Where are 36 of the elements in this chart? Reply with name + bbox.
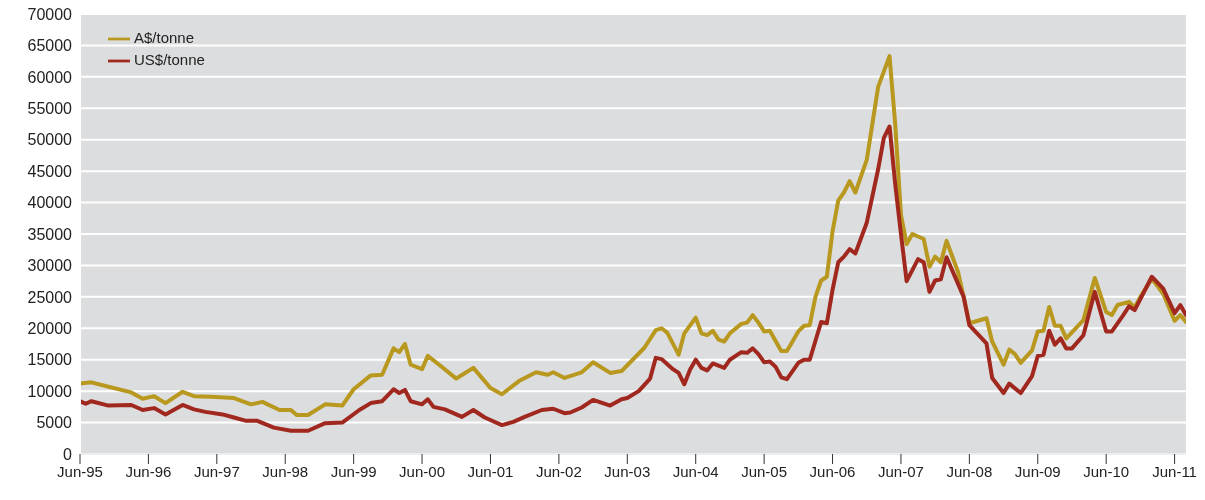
x-tick-label: Jun-08 (946, 462, 993, 480)
x-tick-label: Jun-99 (330, 462, 377, 480)
y-tick-label: 40000 (27, 194, 73, 212)
x-tick-label: Jun-02 (535, 462, 582, 480)
y-tick-label: 30000 (27, 257, 73, 275)
y-tick-label: 50000 (27, 131, 73, 149)
x-tick-label: Jun-05 (741, 462, 788, 480)
y-tick-label: 65000 (27, 37, 73, 55)
line-series (80, 124, 1186, 433)
x-tick-label: Jun-97 (193, 462, 240, 480)
x-tick-label: Jun-03 (604, 462, 651, 480)
legend-label: US$/tonne (134, 51, 205, 69)
y-tick-label: 35000 (27, 225, 73, 243)
y-tick-label: 0 (63, 445, 73, 463)
x-tick-label: Jun-09 (1014, 462, 1061, 480)
x-tick-label: Jun-06 (809, 462, 856, 480)
line-series (80, 54, 1186, 418)
y-tick-label: 60000 (27, 68, 73, 86)
y-tick-label: 5000 (36, 414, 73, 432)
x-tick-label: Jun-95 (57, 462, 103, 480)
y-tick-label: 20000 (27, 319, 73, 337)
y-tick-label: 70000 (27, 5, 73, 23)
x-tick-label: Jun-00 (399, 462, 445, 480)
y-tick-label: 25000 (27, 288, 73, 306)
x-tick-label: Jun-10 (1083, 462, 1130, 480)
y-tick-label: 10000 (27, 382, 73, 400)
y-tick-label: 45000 (27, 162, 73, 180)
x-tick-label: Jun-11 (1152, 462, 1197, 480)
legend-label: A$/tonne (134, 29, 195, 47)
y-tick-label: 55000 (27, 99, 73, 117)
y-tick-label: 15000 (27, 351, 73, 369)
x-tick-label: Jun-07 (878, 462, 924, 480)
x-tick-label: Jun-96 (125, 462, 172, 480)
x-tick-label: Jun-04 (672, 462, 719, 480)
x-tick-label: Jun-01 (467, 462, 514, 480)
x-tick-label: Jun-98 (262, 462, 309, 480)
